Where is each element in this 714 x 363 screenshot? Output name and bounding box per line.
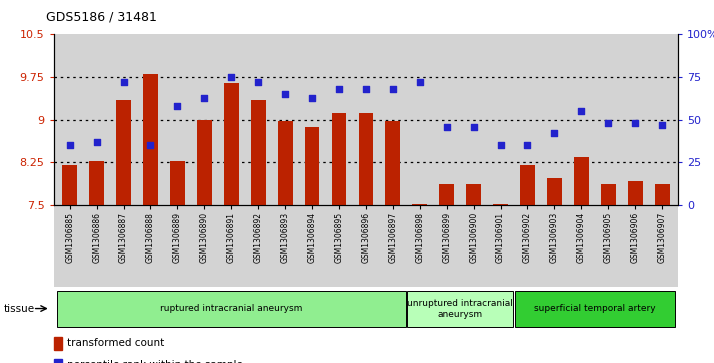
Point — [414, 79, 426, 85]
Point — [468, 124, 479, 130]
Bar — [305, 127, 319, 205]
Point — [91, 139, 102, 145]
Point — [387, 86, 398, 92]
Point — [64, 143, 76, 148]
Point — [333, 86, 345, 92]
Bar — [358, 113, 373, 205]
Bar — [466, 184, 481, 205]
Bar — [62, 165, 77, 205]
Bar — [278, 122, 293, 205]
Point — [145, 143, 156, 148]
Point — [603, 120, 614, 126]
Bar — [601, 184, 615, 205]
Point — [279, 91, 291, 97]
Point — [118, 79, 129, 85]
Bar — [655, 184, 670, 205]
Text: unruptured intracranial
aneurysm: unruptured intracranial aneurysm — [407, 298, 513, 319]
Bar — [628, 181, 643, 205]
Point — [522, 143, 533, 148]
Bar — [197, 120, 212, 205]
Bar — [143, 74, 158, 205]
Text: GDS5186 / 31481: GDS5186 / 31481 — [46, 11, 157, 24]
Point — [656, 122, 668, 128]
FancyBboxPatch shape — [407, 290, 513, 327]
Bar — [413, 204, 427, 205]
Bar — [251, 100, 266, 205]
Point — [441, 124, 453, 130]
Point — [575, 108, 587, 114]
Point — [171, 103, 183, 109]
Bar — [116, 100, 131, 205]
Text: superficial temporal artery: superficial temporal artery — [534, 304, 655, 313]
Bar — [170, 161, 185, 205]
Bar — [331, 113, 346, 205]
Bar — [574, 157, 589, 205]
FancyBboxPatch shape — [515, 290, 675, 327]
Bar — [224, 83, 238, 205]
Bar — [547, 178, 562, 205]
FancyBboxPatch shape — [57, 290, 406, 327]
Point — [226, 74, 237, 80]
Point — [630, 120, 641, 126]
Bar — [386, 122, 401, 205]
Text: transformed count: transformed count — [67, 338, 164, 348]
Point — [198, 95, 210, 101]
Bar — [54, 359, 63, 363]
Text: percentile rank within the sample: percentile rank within the sample — [67, 360, 243, 363]
Bar — [89, 161, 104, 205]
Point — [306, 95, 318, 101]
Bar — [54, 337, 63, 350]
Point — [495, 143, 506, 148]
Point — [253, 79, 264, 85]
Bar — [439, 184, 454, 205]
Text: ruptured intracranial aneurysm: ruptured intracranial aneurysm — [160, 304, 303, 313]
Bar — [493, 204, 508, 205]
Bar — [520, 165, 535, 205]
Point — [549, 131, 560, 136]
Text: tissue: tissue — [4, 303, 35, 314]
Point — [360, 86, 371, 92]
